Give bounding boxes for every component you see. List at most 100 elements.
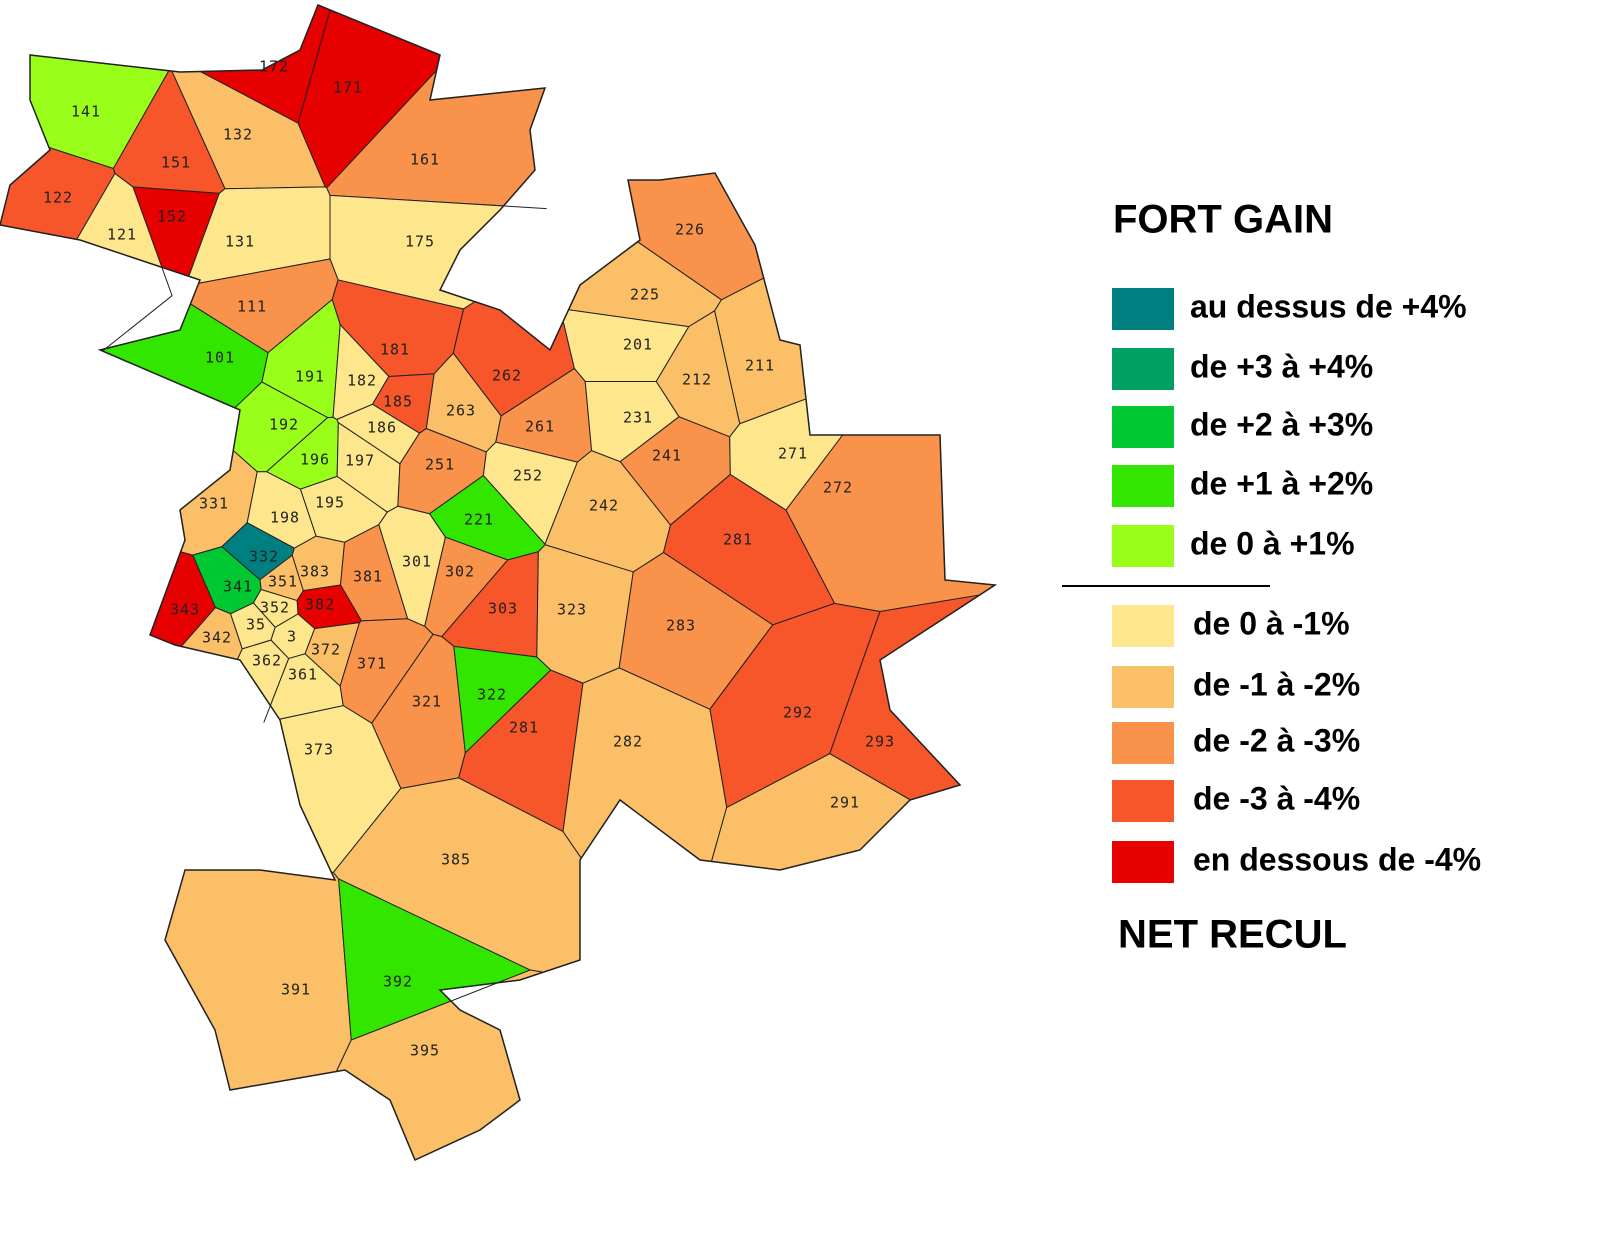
district-label: 225 bbox=[630, 286, 660, 304]
district-label: 181 bbox=[380, 341, 410, 359]
district-label: 303 bbox=[488, 600, 518, 618]
district-label: 351 bbox=[268, 573, 298, 591]
district-label: 271 bbox=[778, 445, 808, 463]
legend-title-bottom: NET RECUL bbox=[1118, 913, 1347, 957]
district-label: 372 bbox=[311, 641, 341, 659]
district-label: 196 bbox=[300, 451, 330, 469]
legend-label: de +3 à +4% bbox=[1190, 348, 1373, 384]
legend-label: de -1 à -2% bbox=[1193, 666, 1360, 702]
district-label: 141 bbox=[71, 103, 101, 121]
legend-swatch bbox=[1112, 288, 1174, 330]
district-label: 175 bbox=[405, 233, 435, 251]
district-label: 211 bbox=[745, 357, 775, 375]
legend-label: de +1 à +2% bbox=[1190, 465, 1373, 501]
district-label: 182 bbox=[347, 372, 377, 390]
district-label: 331 bbox=[199, 495, 229, 513]
legend-swatch bbox=[1112, 348, 1174, 390]
district-label: 226 bbox=[675, 221, 705, 239]
district-label: 191 bbox=[295, 368, 325, 386]
legend-swatch bbox=[1112, 722, 1174, 764]
legend-label: de -2 à -3% bbox=[1193, 722, 1360, 758]
legend-label: de 0 à +1% bbox=[1190, 525, 1355, 561]
district-label: 293 bbox=[865, 733, 895, 751]
district-label: 381 bbox=[353, 568, 383, 586]
legend-swatch bbox=[1112, 780, 1174, 822]
district-label: 282 bbox=[613, 733, 643, 751]
legend: FORT GAIN NET RECUL au dessus de +4% de +… bbox=[1062, 198, 1481, 957]
city-outline bbox=[0, 4, 998, 1162]
district-label: 292 bbox=[783, 704, 813, 722]
district-label: 395 bbox=[410, 1042, 440, 1060]
district-label: 132 bbox=[223, 126, 253, 144]
district-label: 361 bbox=[288, 666, 318, 684]
district-label: 321 bbox=[412, 693, 442, 711]
district-label: 197 bbox=[345, 452, 375, 470]
district bbox=[164, 869, 352, 1091]
district-label: 362 bbox=[252, 652, 282, 670]
district-label: 242 bbox=[589, 497, 619, 515]
district-label: 382 bbox=[305, 596, 335, 614]
district-label: 131 bbox=[225, 233, 255, 251]
district-label: 262 bbox=[492, 367, 522, 385]
district-label: 151 bbox=[161, 154, 191, 172]
district-label: 231 bbox=[623, 409, 653, 427]
district-label: 352 bbox=[260, 599, 290, 617]
district-label: 281 bbox=[723, 531, 753, 549]
district-label: 101 bbox=[205, 349, 235, 367]
district-label: 221 bbox=[464, 511, 494, 529]
legend-title-top: FORT GAIN bbox=[1113, 198, 1333, 242]
legend-label: de +2 à +3% bbox=[1190, 406, 1373, 442]
district-labels: 141 172 171 132 151 161 122 152 121 131 175 226 111 2… bbox=[43, 58, 895, 1060]
district-label: 261 bbox=[525, 418, 555, 436]
district-label: 185 bbox=[383, 393, 413, 411]
district-label: 263 bbox=[446, 402, 476, 420]
district-label: 251 bbox=[425, 456, 455, 474]
districts bbox=[0, 4, 998, 1162]
legend-label: en dessous de -4% bbox=[1193, 841, 1481, 877]
district-label: 3 bbox=[287, 628, 297, 646]
district-label: 152 bbox=[157, 208, 187, 226]
district-label: 301 bbox=[402, 553, 432, 571]
district-label: 383 bbox=[300, 563, 330, 581]
district-label: 341 bbox=[223, 578, 253, 596]
district-label: 161 bbox=[410, 151, 440, 169]
district-label: 322 bbox=[477, 686, 507, 704]
district-label: 252 bbox=[513, 467, 543, 485]
district-label: 186 bbox=[367, 419, 397, 437]
district-label: 192 bbox=[269, 416, 299, 434]
legend-swatch bbox=[1112, 666, 1174, 708]
legend-swatch bbox=[1112, 841, 1174, 883]
legend-label: de -3 à -4% bbox=[1193, 780, 1360, 816]
district-label: 332 bbox=[249, 548, 279, 566]
district-label: 342 bbox=[202, 629, 232, 647]
district-label: 35 bbox=[246, 616, 266, 634]
district-label: 111 bbox=[237, 298, 267, 316]
legend-swatch bbox=[1112, 465, 1174, 507]
district-label: 302 bbox=[445, 563, 475, 581]
district-label: 283 bbox=[666, 617, 696, 635]
district-label: 121 bbox=[107, 226, 137, 244]
district-label: 343 bbox=[170, 601, 200, 619]
district-label: 385 bbox=[441, 851, 471, 869]
district-label: 172 bbox=[259, 58, 289, 76]
legend-label: de 0 à -1% bbox=[1193, 605, 1350, 641]
district-label: 212 bbox=[682, 371, 712, 389]
district-label: 122 bbox=[43, 189, 73, 207]
district-label: 323 bbox=[557, 601, 587, 619]
district-label: 281 bbox=[509, 719, 539, 737]
district-label: 272 bbox=[823, 479, 853, 497]
legend-swatch bbox=[1112, 525, 1174, 567]
district-label: 195 bbox=[315, 494, 345, 512]
district-label: 198 bbox=[270, 509, 300, 527]
district-label: 373 bbox=[304, 741, 334, 759]
legend-swatch bbox=[1112, 605, 1174, 647]
district-label: 171 bbox=[333, 79, 363, 97]
legend-label: au dessus de +4% bbox=[1190, 288, 1467, 324]
legend-swatch bbox=[1112, 406, 1174, 448]
district-label: 201 bbox=[623, 336, 653, 354]
district-label: 371 bbox=[357, 655, 387, 673]
district-label: 241 bbox=[652, 447, 682, 465]
district-label: 391 bbox=[281, 981, 311, 999]
